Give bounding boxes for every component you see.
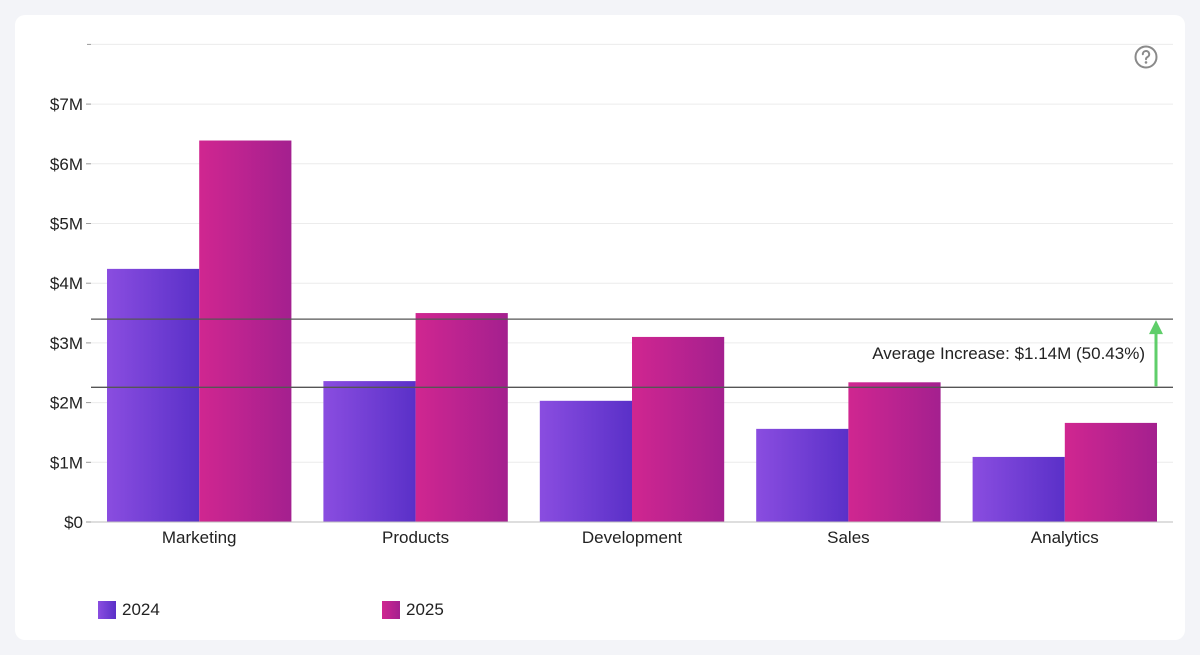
bar-development-2025[interactable] — [632, 336, 725, 522]
y-tick-label: $5M — [50, 215, 83, 234]
legend-swatch-2025 — [382, 601, 400, 619]
legend-item-2024[interactable]: 2024 — [98, 600, 160, 620]
chart-card: $0 $1M $2M $3M $4M $5M $6M $7M Marketing Products… — [15, 15, 1185, 640]
legend-label-2024: 2024 — [122, 600, 160, 619]
bar-marketing-2025[interactable] — [199, 140, 292, 522]
bar-products-2024[interactable] — [323, 381, 416, 522]
y-tick-label: $6M — [50, 155, 83, 174]
bar-sales-2025[interactable] — [848, 382, 941, 522]
legend-item-2025[interactable]: 2025 — [382, 600, 444, 620]
bar-chart: $0 $1M $2M $3M $4M $5M $6M $7M Marketing Products… — [50, 43, 1173, 547]
x-tick-label: Development — [582, 528, 682, 547]
x-tick-label: Sales — [827, 528, 870, 547]
bar-products-2025[interactable] — [415, 313, 508, 522]
x-tick-label: Marketing — [162, 528, 237, 547]
y-tick-label: $2M — [50, 394, 83, 413]
y-tick-label: $4M — [50, 274, 83, 293]
x-tick-label: Products — [382, 528, 449, 547]
average-increase-annotation: Average Increase: $1.14M (50.43%) — [872, 344, 1145, 363]
y-tick-label: $7M — [50, 95, 83, 114]
legend-label-2025: 2025 — [406, 600, 444, 619]
bar-analytics-2025[interactable] — [1064, 422, 1157, 522]
y-tick-label: $0 — [64, 513, 83, 532]
y-tick-label: $1M — [50, 453, 83, 472]
bar-development-2024[interactable] — [539, 400, 632, 522]
y-tick-label: $3M — [50, 334, 83, 353]
arrow-up-icon — [1149, 320, 1163, 335]
legend-swatch-2024 — [98, 601, 116, 619]
question-circle-icon[interactable] — [1134, 45, 1158, 69]
bar-sales-2024[interactable] — [756, 428, 849, 522]
x-tick-label: Analytics — [1031, 528, 1099, 547]
bar-analytics-2024[interactable] — [972, 456, 1065, 522]
bar-marketing-2024[interactable] — [107, 268, 200, 522]
